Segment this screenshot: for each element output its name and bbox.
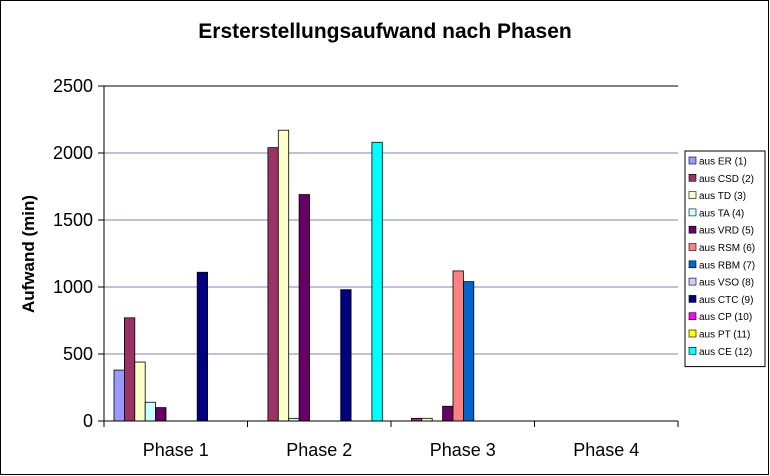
x-tick-labels: Phase 1 Phase 2 Phase 3 Phase 4: [143, 440, 640, 460]
legend-swatch: [688, 174, 697, 182]
y-tick-label: 1500: [53, 210, 93, 230]
legend-swatch: [688, 191, 697, 199]
legend-label: aus VRD (5): [699, 226, 754, 237]
legend-swatch: [688, 329, 697, 338]
bar: [144, 401, 156, 422]
bar: [113, 369, 125, 422]
x-tick-label: Phase 1: [143, 440, 209, 460]
legend-swatch: [688, 260, 697, 269]
legend-swatch: [688, 243, 697, 251]
bar: [340, 289, 352, 422]
x-tick-label: Phase 4: [573, 440, 639, 460]
legend-label: aus CE (12): [699, 347, 752, 358]
bar: [462, 281, 475, 422]
legend-label: aus RSM (6): [699, 243, 755, 254]
legend-swatch: [688, 295, 697, 303]
bar: [277, 129, 290, 422]
bar: [267, 147, 279, 422]
x-tick-label: Phase 3: [430, 440, 496, 460]
bar: [134, 361, 146, 422]
legend-label: aus VSO (8): [699, 278, 754, 289]
legend-label: aus ER (1): [699, 157, 747, 168]
bar: [452, 270, 464, 422]
legend-swatch: [688, 225, 697, 234]
legend: aus ER (1) aus CSD (2) aus TD (3) aus TA (4…: [684, 150, 766, 368]
legend-label: aus TA (4): [699, 208, 744, 219]
legend-box: [684, 150, 766, 368]
axes: [98, 85, 679, 427]
y-axis-label: Aufwand (min): [19, 195, 38, 313]
bar: [155, 407, 167, 422]
y-tick-label: 2500: [53, 76, 93, 96]
y-tick-label: 1000: [53, 277, 93, 297]
legend-swatch: [688, 312, 697, 321]
legend-label: aus RBM (7): [699, 260, 755, 271]
y-tick-label: 500: [63, 344, 93, 364]
legend-label: aus CP (10): [699, 312, 752, 323]
bar: [442, 405, 454, 422]
bar: [196, 271, 208, 422]
legend-label: aus PT (11): [699, 330, 750, 341]
bar: [371, 141, 383, 422]
legend-swatch: [688, 156, 697, 165]
legend-label: aus CSD (2): [699, 174, 754, 185]
y-tick-labels: 0 500 1000 1500 2000 2500: [53, 76, 93, 431]
bar: [298, 194, 310, 422]
y-tick-label: 2000: [53, 143, 93, 163]
y-tick-label: 0: [83, 411, 93, 431]
bar: [124, 317, 136, 422]
chart-title: Ersterstellungsaufwand nach Phasen: [198, 20, 571, 43]
legend-swatch: [688, 277, 697, 286]
legend-swatch: [688, 346, 697, 355]
legend-label: aus TD (3): [699, 191, 746, 202]
x-tick-label: Phase 2: [286, 440, 352, 460]
legend-swatch: [688, 208, 697, 217]
legend-label: aus CTC (9): [699, 295, 753, 306]
